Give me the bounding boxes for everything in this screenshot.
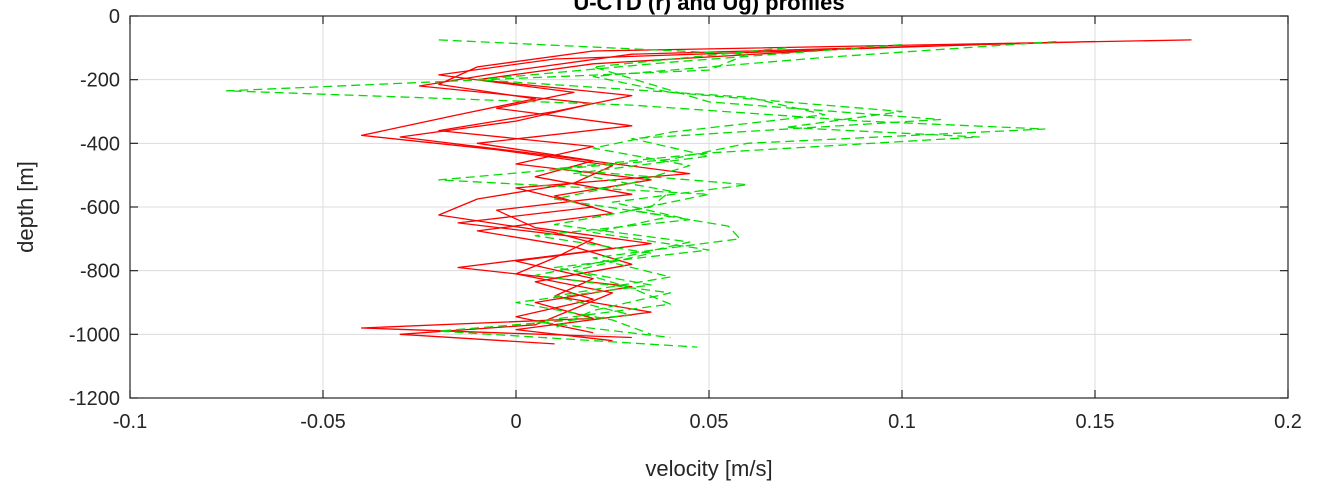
ticks: -0.1 -0.05 0 0.05 0.1 0.15 0.2 0 -200 -400 -600 -80…: [69, 6, 1302, 433]
y-tick-label: -1000: [69, 324, 120, 346]
series-line-4: [438, 47, 864, 334]
x-tick-label: 0.2: [1274, 411, 1302, 433]
series-group: [225, 39, 1192, 348]
x-tick-label: 0.15: [1076, 411, 1115, 433]
series-line-5: [225, 39, 1046, 348]
series-line-1: [360, 39, 1192, 339]
x-tick-label: 0.05: [690, 411, 729, 433]
y-tick-label: -600: [80, 197, 120, 219]
chart-title: U-CTD (r) and Ug) profiles: [573, 0, 844, 15]
series-line-8: [534, 47, 942, 329]
x-tick-label: -0.05: [300, 411, 346, 433]
y-tick-label: -400: [80, 133, 120, 155]
series-line-2: [399, 40, 1096, 345]
x-tick-label: 0.1: [888, 411, 916, 433]
y-axis-label: depth [m]: [13, 161, 38, 253]
x-tick-label: -0.1: [113, 411, 147, 433]
y-tick-label: 0: [109, 6, 120, 28]
y-tick-label: -200: [80, 70, 120, 92]
y-tick-label: -1200: [69, 388, 120, 410]
x-axis-label: velocity [m/s]: [645, 456, 772, 481]
y-tick-label: -800: [80, 261, 120, 283]
x-tick-label: 0: [510, 411, 521, 433]
